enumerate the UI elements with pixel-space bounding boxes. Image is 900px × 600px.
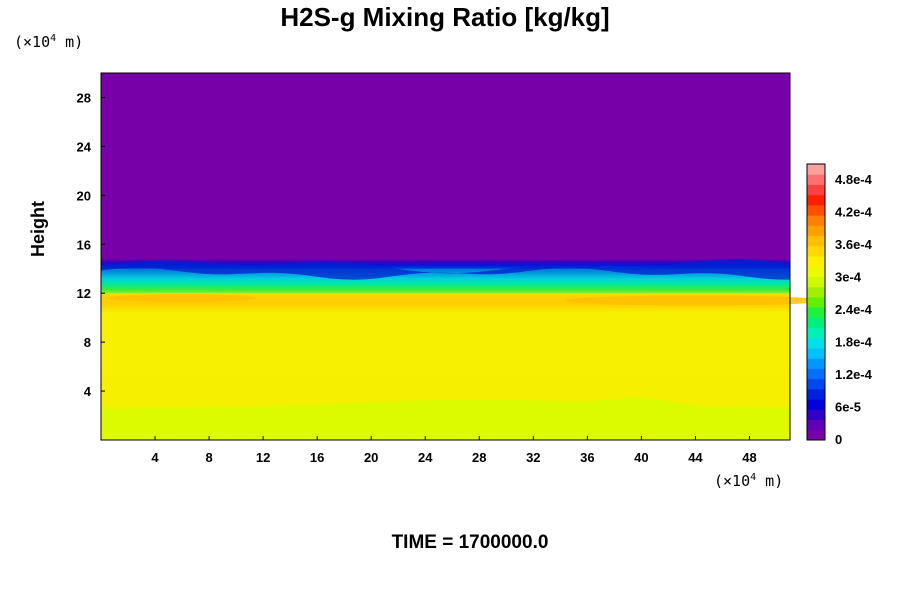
colorbar-tick-label: 2.4e-4 bbox=[835, 302, 873, 317]
y-tick-label: 12 bbox=[77, 286, 91, 301]
colorbar-segment bbox=[807, 307, 825, 318]
colorbar-segment bbox=[807, 225, 825, 237]
y-tick-label: 8 bbox=[84, 335, 91, 350]
max-patch-left bbox=[107, 294, 258, 303]
colorbar-tick-label: 6e-5 bbox=[835, 400, 861, 415]
time-footer: TIME = 1700000.0 bbox=[391, 532, 549, 553]
y-tick-label: 4 bbox=[84, 384, 92, 399]
chart-title: H2S-g Mixing Ratio [kg/kg] bbox=[280, 2, 610, 32]
x-tick-label: 36 bbox=[580, 450, 594, 465]
colorbar-segment bbox=[807, 296, 825, 308]
colorbar-segment bbox=[807, 409, 825, 421]
colorbar-frame bbox=[806, 163, 826, 441]
field-layer-1 bbox=[101, 311, 790, 410]
plot-frame bbox=[100, 72, 791, 441]
field-background bbox=[101, 73, 790, 440]
x-tick-label: 8 bbox=[205, 450, 212, 465]
colorbar-tick-label: 4.8e-4 bbox=[835, 172, 873, 187]
plot-area bbox=[101, 73, 826, 440]
x-tick-label: 12 bbox=[256, 450, 270, 465]
colorbar-segment bbox=[807, 174, 825, 185]
y-unit-label: (×104 m) bbox=[14, 33, 84, 51]
x-tick-label: 44 bbox=[688, 450, 703, 465]
y-tick-label: 28 bbox=[77, 90, 91, 105]
colorbar-segment bbox=[807, 378, 825, 390]
x-tick-label: 20 bbox=[364, 450, 378, 465]
bottom-layer bbox=[101, 397, 790, 440]
colorbar-segment bbox=[807, 164, 825, 175]
colorbar-tick-label: 1.2e-4 bbox=[835, 367, 873, 382]
x-tick-label: 48 bbox=[742, 450, 756, 465]
colorbar-segment bbox=[807, 317, 825, 329]
x-tick-label: 28 bbox=[472, 450, 486, 465]
colorbar-segment bbox=[807, 245, 825, 257]
x-tick-label: 40 bbox=[634, 450, 648, 465]
colorbar-segment bbox=[807, 358, 825, 369]
colorbar-segment bbox=[807, 337, 825, 349]
colorbar-tick-label: 3.6e-4 bbox=[835, 237, 873, 252]
colorbar-segment bbox=[807, 327, 825, 339]
colorbar-segment bbox=[807, 235, 825, 247]
colorbar-segment bbox=[807, 368, 825, 380]
colorbar-segment bbox=[807, 388, 825, 400]
colorbar-tick-label: 1.8e-4 bbox=[835, 335, 873, 350]
x-tick-label: 4 bbox=[151, 450, 159, 465]
plume-top-band bbox=[101, 259, 790, 280]
colorbar-segment bbox=[807, 276, 825, 288]
y-tick-label: 20 bbox=[77, 188, 91, 203]
colorbar: 0 6e-5 1.2e-4 1.8e-4 2.4e-4 3e-4 3.6e-4 4.2e-4 4… bbox=[806, 163, 873, 447]
colorbar-segment bbox=[807, 419, 825, 431]
colorbar-segment bbox=[807, 429, 825, 441]
colorbar-tick-label: 3e-4 bbox=[835, 270, 862, 285]
colorbar-tick-label: 0 bbox=[835, 432, 842, 447]
colorbar-segment bbox=[807, 184, 825, 196]
x-unit-label: (×104 m) bbox=[714, 472, 784, 490]
y-tick-label: 24 bbox=[77, 139, 92, 154]
max-patch-right bbox=[565, 295, 826, 306]
colorbar-segment bbox=[807, 204, 825, 216]
y-tick-label: 16 bbox=[77, 237, 91, 252]
colorbar-tick-label: 4.2e-4 bbox=[835, 205, 873, 220]
colorbar-segment bbox=[807, 286, 825, 298]
colorbar-segment bbox=[807, 399, 825, 410]
x-tick-label: 16 bbox=[310, 450, 324, 465]
colorbar-segment bbox=[807, 194, 825, 206]
colorbar-segment bbox=[807, 266, 825, 277]
colorbar-segment bbox=[807, 215, 825, 226]
x-tick-label: 24 bbox=[418, 450, 433, 465]
colorbar-segment bbox=[807, 348, 825, 359]
colorbar-segment bbox=[807, 256, 825, 267]
x-tick-label: 32 bbox=[526, 450, 540, 465]
